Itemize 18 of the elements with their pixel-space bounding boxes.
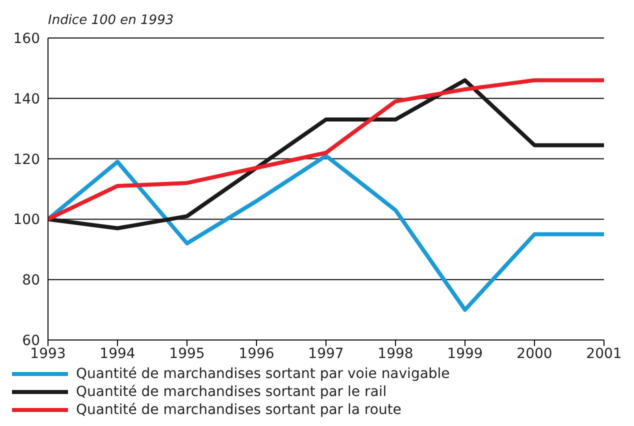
y-tick-label: 100 [13, 212, 40, 228]
legend-label: Quantité de marchandises sortant par le rail [76, 384, 387, 400]
y-tick-label: 80 [22, 272, 40, 289]
y-axis-title: Indice 100 en 1993 [48, 13, 174, 28]
x-tick-label: 1998 [378, 346, 414, 362]
x-tick-label: 1995 [169, 346, 205, 362]
y-tick-label: 160 [13, 30, 40, 47]
x-tick-label: 2001 [586, 346, 622, 362]
x-tick-label: 1994 [100, 346, 136, 362]
legend-label: Quantité de marchandises sortant par la route [76, 402, 402, 418]
y-tick-label: 140 [13, 91, 40, 108]
y-tick-label: 120 [13, 152, 40, 168]
legend-label: Quantité de marchandises sortant par voie navigable [76, 366, 450, 382]
line-series [48, 154, 604, 312]
x-tick-label: 2000 [516, 346, 552, 362]
x-tick-label: 1997 [308, 346, 344, 362]
x-tick-label: 1996 [238, 346, 274, 362]
x-tick-label: 1999 [447, 346, 483, 362]
